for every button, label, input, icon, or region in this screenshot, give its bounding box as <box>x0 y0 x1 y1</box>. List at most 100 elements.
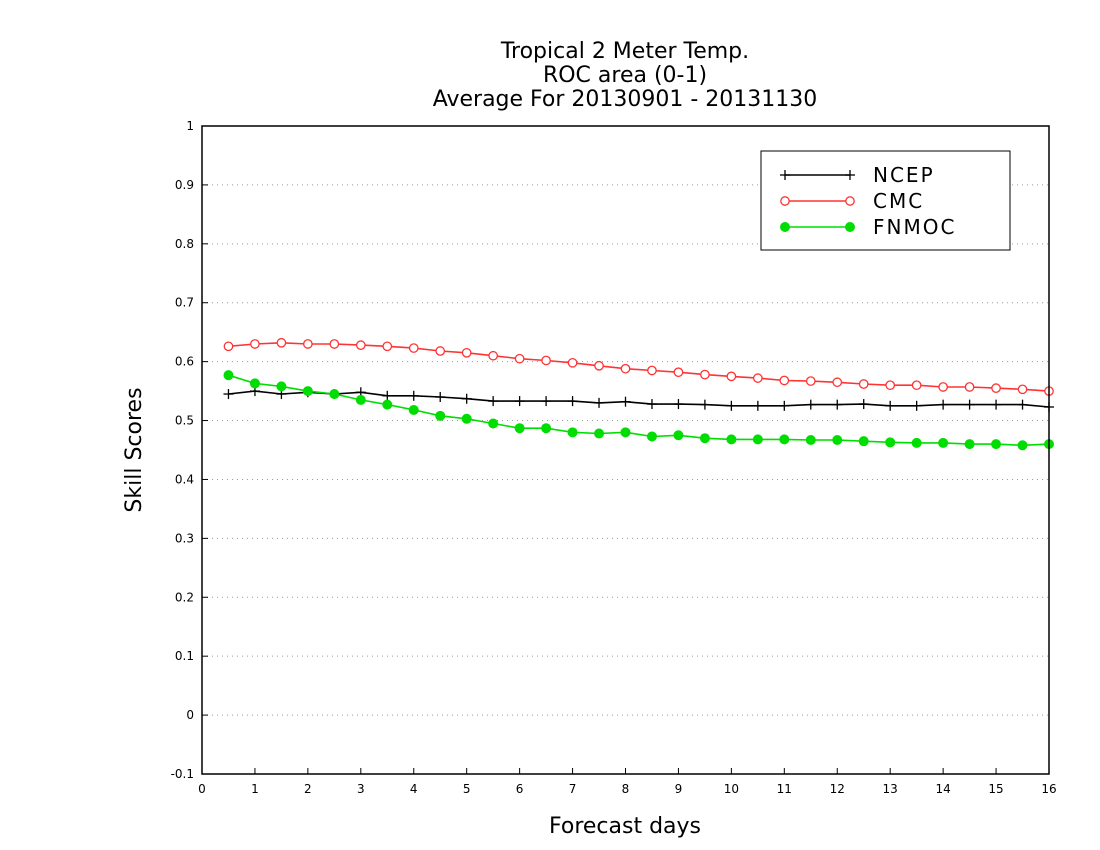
x-tick-label: 14 <box>935 782 950 796</box>
data-point <box>488 396 499 407</box>
data-point <box>249 378 260 389</box>
data-point <box>911 437 922 448</box>
data-point <box>752 400 763 411</box>
data-point <box>699 433 710 444</box>
data-point <box>594 428 605 439</box>
chart-title-line-1: Tropical 2 Meter Temp. <box>500 39 749 64</box>
data-point <box>646 399 657 410</box>
data-point <box>594 397 605 408</box>
data-point <box>514 353 525 364</box>
data-point <box>647 365 657 376</box>
y-axis-label: Skill Scores <box>122 387 147 512</box>
y-tick-label: 1 <box>186 119 194 133</box>
legend-marker <box>845 222 855 232</box>
y-tick-label: -0.1 <box>171 767 194 781</box>
data-point <box>567 396 578 407</box>
data-point <box>276 337 287 348</box>
x-axis: 0 1 2 3 4 5 6 7 8 9 10 11 12 13 14 15 16 <box>198 768 1057 796</box>
legend-label: NCEP <box>873 163 935 187</box>
data-point <box>488 350 499 361</box>
data-point <box>382 341 393 352</box>
data-point <box>832 434 843 445</box>
x-tick-label: 6 <box>516 782 524 796</box>
data-point <box>302 386 313 397</box>
x-tick-label: 2 <box>304 782 312 796</box>
x-tick-label: 10 <box>724 782 739 796</box>
data-point <box>858 399 869 410</box>
x-tick-label: 12 <box>830 782 845 796</box>
data-point <box>805 376 816 386</box>
data-point <box>514 396 525 407</box>
series-line <box>228 390 1050 408</box>
legend-marker <box>780 196 790 206</box>
data-point <box>408 404 419 415</box>
data-point <box>858 379 869 389</box>
x-tick-label: 7 <box>569 782 577 796</box>
data-point <box>461 347 472 358</box>
data-point <box>461 393 472 404</box>
data-point <box>964 382 975 392</box>
data-point <box>435 391 446 402</box>
legend-marker <box>845 196 855 206</box>
data-point <box>726 400 737 411</box>
y-tick-label: 0.3 <box>175 531 194 545</box>
y-tick-label: 0 <box>186 708 194 722</box>
data-point <box>699 399 710 410</box>
y-tick-label: 0.5 <box>175 414 194 428</box>
data-point <box>329 389 340 400</box>
data-point <box>276 381 287 392</box>
data-point <box>726 434 737 445</box>
data-point <box>673 367 684 378</box>
data-point <box>355 394 366 405</box>
y-tick-label: 0.8 <box>175 237 194 251</box>
legend-marker <box>780 170 790 180</box>
y-axis: -0.1 0 0.1 0.2 0.3 0.4 0.5 0.6 0.7 0.8 0.9 1 <box>171 119 208 781</box>
data-point <box>1017 384 1028 395</box>
data-point <box>382 399 393 410</box>
grid <box>202 184 1049 716</box>
data-point <box>355 340 366 350</box>
data-point <box>1017 399 1028 410</box>
data-point <box>435 410 446 421</box>
x-tick-label: 0 <box>198 782 206 796</box>
x-tick-label: 11 <box>777 782 792 796</box>
data-point <box>779 434 790 445</box>
data-point <box>488 418 499 429</box>
data-point <box>991 383 1001 393</box>
legend-item-cmc: CMC <box>780 189 922 213</box>
legend-item-fnmoc: FNMOC <box>780 215 956 239</box>
x-axis-label: Forecast days <box>549 814 701 839</box>
data-point <box>250 339 260 349</box>
data-point <box>752 434 763 445</box>
x-tick-label: 3 <box>357 782 365 796</box>
series-fnmoc <box>223 370 1054 451</box>
data-point <box>752 373 763 383</box>
chart-title-line-3: Average For 20130901 - 20131130 <box>433 87 818 112</box>
data-point <box>964 399 975 410</box>
data-point <box>329 339 340 349</box>
data-point <box>620 427 631 438</box>
data-point <box>938 382 948 392</box>
data-point <box>514 423 525 434</box>
data-point <box>885 437 896 448</box>
data-point <box>885 400 896 411</box>
data-point <box>779 400 790 411</box>
data-point <box>673 399 684 410</box>
data-point <box>223 389 234 400</box>
data-point <box>779 375 790 386</box>
data-point <box>382 390 393 401</box>
x-tick-label: 16 <box>1041 782 1056 796</box>
data-point <box>408 343 419 353</box>
data-point <box>541 355 551 366</box>
legend-label: FNMOC <box>873 215 956 239</box>
data-point <box>303 339 313 349</box>
data-point <box>461 413 472 424</box>
data-point <box>541 423 552 434</box>
y-tick-label: 0.7 <box>175 296 194 310</box>
data-point <box>435 346 446 356</box>
x-tick-label: 4 <box>410 782 418 796</box>
data-point <box>726 371 737 382</box>
data-point <box>1017 440 1028 451</box>
